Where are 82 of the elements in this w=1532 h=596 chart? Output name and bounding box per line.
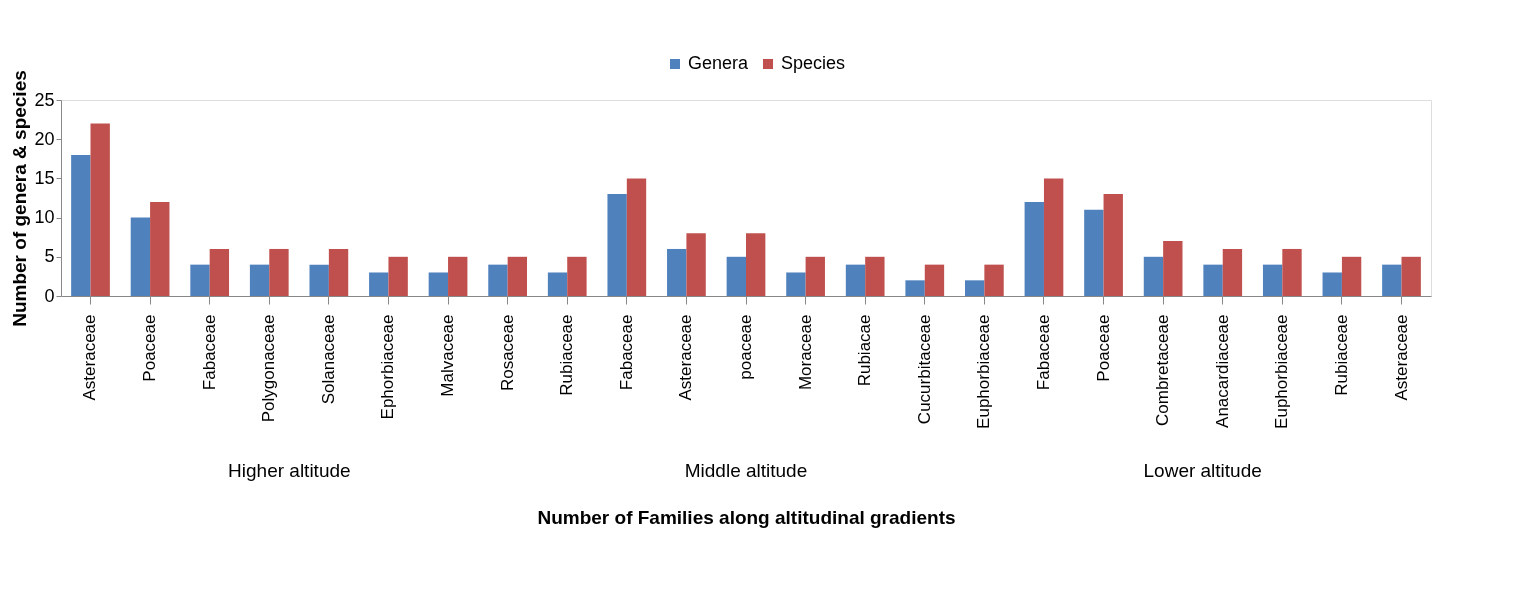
bar	[130, 217, 151, 296]
text: Higher altitude	[228, 460, 351, 481]
bar	[209, 248, 230, 296]
text: Lower altitude	[1143, 460, 1262, 481]
bar	[269, 248, 289, 296]
bar	[1401, 256, 1421, 296]
bar	[150, 201, 170, 296]
x-tick-label: Anacardiaceae	[1212, 314, 1232, 428]
bar	[388, 256, 408, 296]
x-tick-label: Malvaceae	[438, 314, 458, 397]
bar	[369, 272, 389, 296]
bar	[1163, 241, 1183, 296]
x-tick-label: Rosaceae	[497, 314, 517, 392]
x-axis-title: Number of Families along altitudinal gradients	[537, 506, 956, 528]
text: Middle altitude	[684, 460, 808, 481]
x-tick-label: Fabaceae	[616, 314, 636, 391]
x-tick-label: Euphorbiaceae	[1272, 314, 1292, 429]
bar	[1024, 201, 1044, 296]
legend-label: Genera	[688, 53, 750, 73]
bar	[1103, 194, 1123, 296]
x-tick-label: Euphorbiaceae	[974, 314, 994, 429]
x-tick-label: Moraceae	[795, 314, 815, 391]
x-tick-label: Rubiaceae	[1331, 314, 1351, 396]
y-tick-label: 0	[44, 285, 55, 306]
bar	[428, 272, 449, 296]
y-tick-label: 10	[34, 207, 55, 228]
x-tick-label: Poaceae	[140, 314, 160, 382]
bar	[1262, 264, 1283, 296]
bar	[924, 264, 945, 296]
bar	[190, 264, 210, 296]
x-tick-label: poaceae	[736, 314, 755, 380]
y-tick-label: 5	[44, 246, 55, 267]
legend-label: Species	[781, 53, 846, 73]
bar	[488, 264, 508, 296]
bar	[1322, 272, 1342, 296]
bar	[965, 280, 985, 296]
y-tick-label: 20	[34, 128, 55, 149]
bar	[805, 256, 825, 296]
bar	[1382, 264, 1402, 296]
bar	[309, 264, 329, 296]
bar	[567, 256, 587, 296]
bar	[1341, 256, 1362, 296]
bar	[607, 194, 627, 296]
bar	[547, 272, 568, 296]
bar	[1084, 209, 1104, 296]
bar	[1143, 256, 1164, 296]
bar	[626, 178, 647, 296]
y-axis-title: Number of genera & species	[9, 70, 31, 327]
bar	[1222, 248, 1243, 296]
x-tick-label: Fabaceae	[1033, 314, 1053, 391]
x-tick-label: Solanaceae	[318, 314, 338, 405]
bar	[845, 264, 866, 296]
x-tick-label: Asteraceae	[676, 314, 696, 401]
x-tick-label: Poaceae	[1093, 314, 1113, 382]
bar	[905, 280, 925, 296]
x-tick-label: Ephorbiaceae	[378, 314, 398, 420]
x-tick-label: Asteraceae	[80, 314, 100, 401]
x-tick-label: Rubiacae	[855, 314, 875, 387]
x-tick-label: Rubiaceae	[557, 314, 577, 396]
bar	[71, 154, 91, 296]
bar	[507, 256, 527, 296]
bar	[786, 272, 806, 296]
bar	[328, 248, 349, 296]
x-tick-label: Polygonaceae	[259, 314, 279, 423]
bar	[1043, 178, 1064, 296]
x-tick-label: Cucurbitaceae	[914, 314, 934, 425]
x-tick-label: Combretaceae	[1153, 314, 1173, 427]
bar	[726, 256, 746, 296]
bar	[865, 256, 885, 296]
bar	[90, 123, 110, 296]
x-tick-label: Fabaceae	[199, 314, 219, 391]
bar	[686, 233, 706, 296]
y-tick-label: 25	[34, 89, 55, 110]
bar	[984, 264, 1004, 296]
bar	[1282, 248, 1302, 296]
bar	[1203, 264, 1223, 296]
bar	[249, 264, 270, 296]
y-tick-label: 15	[34, 167, 55, 188]
bar	[746, 233, 766, 296]
bar	[448, 256, 468, 296]
bar	[667, 248, 687, 296]
x-tick-label: Asteraceae	[1391, 314, 1411, 401]
